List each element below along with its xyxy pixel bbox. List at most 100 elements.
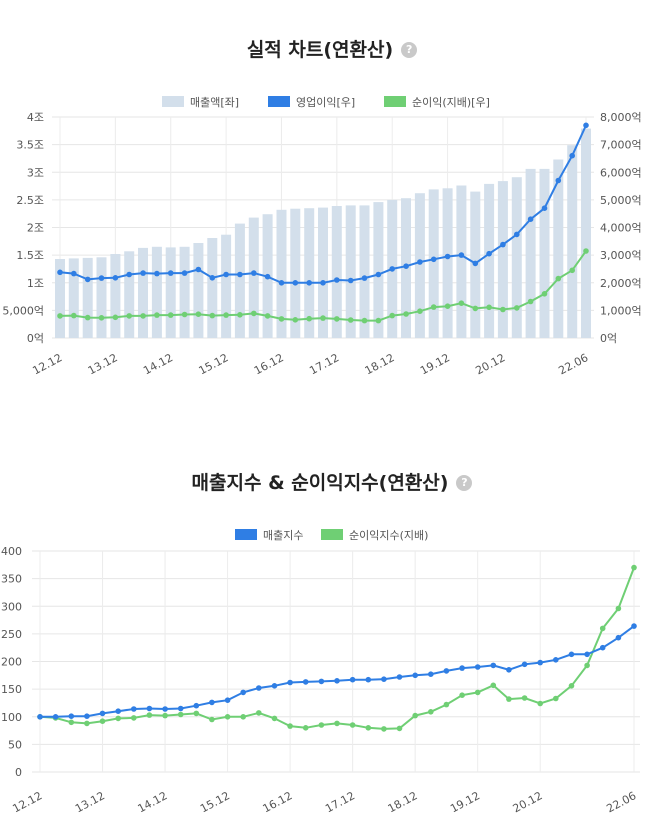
x-tick-label: 15.12: [198, 789, 232, 815]
net-income-index-point: [349, 722, 356, 728]
revenue-bar: [345, 205, 356, 338]
net-income-point: [57, 313, 63, 319]
net-income-index-point: [84, 720, 90, 727]
question-icon[interactable]: ?: [456, 475, 473, 491]
revenue-index-point: [490, 662, 497, 669]
net-income-index-point: [115, 715, 121, 722]
revenue-index-point: [599, 644, 606, 651]
operating-income-point: [195, 266, 202, 273]
operating-income-point: [167, 270, 174, 276]
legend-label: 영업이익[우]: [296, 96, 355, 109]
operating-income-point: [430, 256, 437, 263]
operating-income-point: [278, 280, 285, 286]
revenue-index-point: [381, 676, 387, 682]
x-tick-label: 13.12: [86, 351, 120, 377]
right-axis-tick: 2,000억: [600, 277, 642, 290]
revenue-bar: [456, 185, 467, 338]
operating-income-point: [126, 271, 132, 278]
legend-swatch: [162, 96, 184, 107]
net-income-index-point: [396, 725, 403, 732]
revenue-index-point: [287, 679, 293, 686]
revenue-index-point: [349, 676, 356, 683]
revenue-bar: [553, 159, 564, 338]
x-tick-label: 16.12: [261, 789, 295, 815]
net-income-index-point: [68, 719, 75, 726]
net-income-index-point: [271, 715, 278, 722]
right-axis-tick: 3,000억: [600, 249, 642, 262]
x-tick-label: 12.12: [30, 351, 64, 377]
revenue-index-point: [209, 699, 215, 706]
revenue-bar: [414, 193, 425, 338]
net-income-index-point: [209, 716, 215, 723]
revenue-index-point: [318, 678, 325, 685]
left-axis-tick: 0억: [27, 332, 44, 345]
net-income-point: [430, 304, 437, 310]
net-income-index-point: [146, 712, 153, 718]
x-tick-label: 20.12: [511, 789, 545, 815]
revenue-index-point: [302, 679, 309, 685]
left-axis-tick: 1조: [27, 277, 44, 290]
right-axis-tick: 4,000억: [600, 222, 642, 235]
net-income-index-point: [553, 695, 559, 702]
revenue-index-point: [224, 697, 231, 703]
net-income-point: [569, 267, 575, 274]
net-income-point: [583, 248, 589, 254]
revenue-index-point: [52, 714, 59, 720]
performance-chart-svg: 0억 0억 5,000억 1,000억 1조 2,000억 1.5조 3,000억 2조 4,00…: [2, 96, 642, 377]
revenue-bar: [193, 243, 204, 338]
left-axis-tick: 2.5조: [16, 194, 44, 207]
net-income-point: [361, 317, 368, 324]
x-tick-label: 17.12: [307, 351, 341, 377]
revenue-index-point: [537, 659, 543, 666]
revenue-index-point: [412, 672, 419, 679]
revenue-index-point: [365, 676, 372, 683]
revenue-index-point: [84, 713, 90, 719]
net-income-index-point: [131, 715, 137, 721]
net-income-point: [347, 317, 354, 323]
x-tick-label: 13.12: [73, 789, 107, 815]
y-axis-tick: 350: [1, 573, 22, 586]
revenue-bar: [304, 208, 315, 338]
net-income-point: [320, 315, 326, 321]
left-axis-tick: 5,000억: [2, 304, 44, 317]
x-tick-label: 14.12: [141, 351, 175, 377]
legend-swatch: [384, 96, 406, 107]
revenue-index-line: [40, 625, 635, 718]
net-income-index-point: [302, 725, 309, 731]
revenue-bar: [110, 254, 121, 338]
y-axis-tick: 0: [15, 766, 22, 779]
revenue-bar: [151, 246, 162, 338]
right-axis-tick: 8,000억: [600, 111, 642, 124]
net-income-point: [541, 291, 548, 297]
revenue-bar: [276, 209, 287, 338]
operating-income-point: [569, 152, 575, 159]
operating-income-point: [500, 241, 506, 248]
net-income-point: [264, 313, 271, 319]
operating-income-point: [583, 122, 589, 129]
net-income-index-point: [177, 711, 184, 718]
net-income-index-point: [631, 564, 637, 571]
chart-title: 실적 차트(연환산)?: [0, 35, 664, 62]
revenue-bar: [497, 181, 508, 338]
revenue-bar: [539, 168, 550, 338]
revenue-index-point: [334, 678, 340, 684]
legend-label: 매출지수: [263, 529, 303, 542]
operating-income-point: [375, 271, 382, 278]
revenue-bar: [525, 168, 536, 338]
operating-income-point: [223, 271, 229, 278]
revenue-index-point: [506, 667, 512, 673]
revenue-index-point: [584, 651, 590, 658]
operating-income-point: [527, 216, 534, 222]
operating-income-point: [541, 205, 548, 211]
net-income-point: [237, 312, 243, 318]
legend-swatch: [268, 96, 290, 107]
revenue-index-point: [99, 710, 106, 717]
question-icon[interactable]: ?: [401, 42, 418, 58]
net-income-point: [500, 306, 506, 313]
revenue-bar: [428, 189, 439, 338]
y-axis-tick: 200: [1, 656, 22, 669]
net-income-index-point: [365, 725, 372, 731]
net-income-index-point: [568, 683, 575, 689]
revenue-bar: [221, 234, 232, 338]
revenue-bar: [96, 257, 107, 338]
